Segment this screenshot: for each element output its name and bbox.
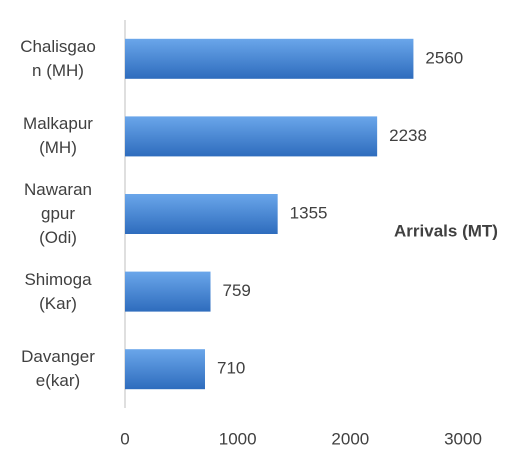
legend-label: Arrivals (MT): [394, 221, 498, 240]
value-label: 710: [217, 359, 245, 378]
value-label: 759: [223, 281, 251, 300]
x-tick-label: 0: [120, 429, 129, 448]
category-label-box: Shimoga (Kar): [0, 257, 116, 327]
value-label: 2238: [389, 126, 427, 145]
category-label-box: Davangere(kar): [0, 334, 116, 404]
x-tick-label: 2000: [331, 429, 369, 448]
y-tick-label: Nawarangpur (Odi): [23, 180, 93, 247]
value-label: 2560: [425, 48, 463, 67]
bar: [125, 116, 378, 157]
bar: [125, 349, 205, 390]
x-tick-label: 1000: [219, 429, 257, 448]
x-tick-label: 3000: [444, 429, 482, 448]
category-label-box: Malkapur (MH): [0, 101, 116, 171]
y-tick-label: Shimoga (Kar): [24, 269, 92, 313]
category-label-box: Chalisgaon (MH): [0, 24, 116, 94]
bar: [125, 271, 211, 312]
bar: [125, 38, 414, 79]
category-label-box: Nawarangpur (Odi): [0, 179, 116, 249]
y-tick-label: Chalisgaon (MH): [20, 36, 96, 80]
y-tick-label: Davangere(kar): [21, 347, 95, 391]
y-tick-label: Malkapur (MH): [23, 114, 93, 158]
value-label: 1355: [290, 203, 328, 222]
bar: [125, 194, 278, 234]
